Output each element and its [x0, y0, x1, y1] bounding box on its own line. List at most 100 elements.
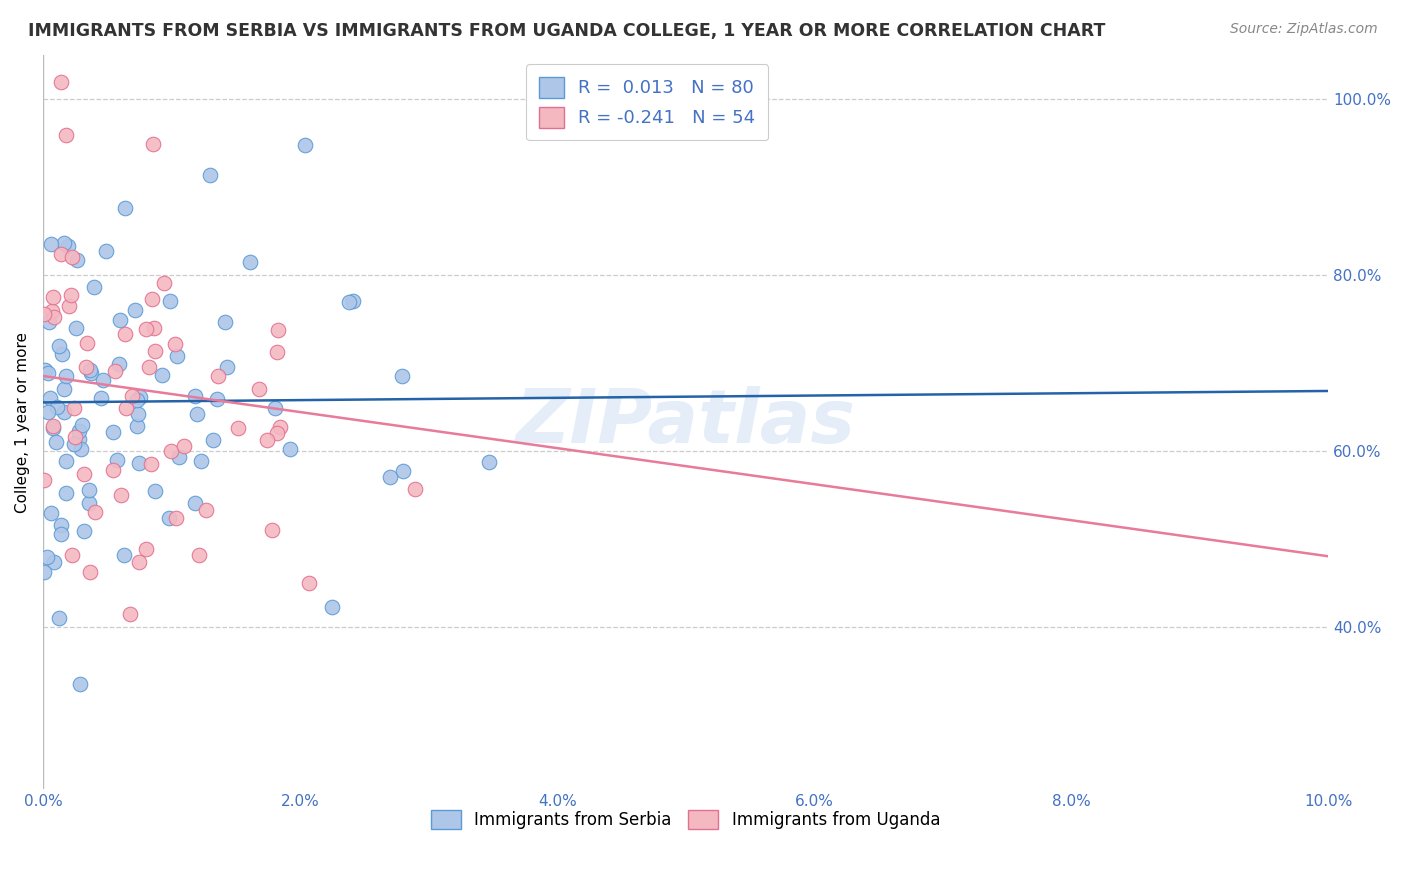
- Point: [49, 517, 72, 532]
- Point: [73, 467, 96, 481]
- Point: [167, 450, 190, 464]
- Point: [278, 442, 301, 456]
- Point: [110, 488, 132, 502]
- Point: [55, 128, 77, 142]
- Point: [157, 511, 180, 525]
- Point: [166, 349, 188, 363]
- Point: [42, 290, 65, 304]
- Point: [215, 360, 238, 375]
- Point: [37, 367, 59, 381]
- Point: [90, 391, 112, 405]
- Point: [267, 323, 290, 337]
- Point: [76, 335, 98, 350]
- Point: [77, 483, 100, 497]
- Point: [128, 555, 150, 569]
- Point: [124, 303, 146, 318]
- Point: [79, 565, 101, 579]
- Point: [65, 321, 87, 335]
- Point: [107, 453, 129, 467]
- Point: [153, 276, 176, 290]
- Point: [160, 444, 183, 458]
- Point: [107, 358, 129, 372]
- Point: [72, 524, 94, 538]
- Point: [77, 496, 100, 510]
- Point: [48, 339, 70, 353]
- Point: [34, 363, 56, 377]
- Point: [66, 252, 89, 267]
- Point: [42, 419, 65, 434]
- Point: [51, 247, 73, 261]
- Point: [142, 137, 165, 152]
- Point: [207, 369, 229, 384]
- Point: [195, 503, 218, 517]
- Point: [239, 255, 262, 269]
- Point: [150, 368, 173, 383]
- Point: [141, 293, 163, 307]
- Point: [184, 496, 207, 510]
- Point: [404, 482, 426, 496]
- Point: [69, 677, 91, 691]
- Point: [104, 364, 127, 378]
- Point: [478, 455, 501, 469]
- Point: [53, 383, 76, 397]
- Point: [129, 390, 152, 404]
- Point: [108, 313, 131, 327]
- Point: [60, 287, 83, 301]
- Point: [75, 359, 97, 374]
- Point: [49, 527, 72, 541]
- Point: [103, 425, 125, 439]
- Point: [263, 401, 285, 415]
- Point: [34, 565, 56, 579]
- Point: [121, 389, 143, 403]
- Point: [190, 453, 212, 467]
- Point: [125, 393, 148, 408]
- Point: [165, 510, 187, 524]
- Point: [256, 434, 278, 448]
- Point: [127, 408, 149, 422]
- Y-axis label: College, 1 year or more: College, 1 year or more: [15, 332, 30, 513]
- Point: [70, 417, 93, 432]
- Point: [128, 456, 150, 470]
- Point: [45, 434, 67, 449]
- Point: [138, 359, 160, 374]
- Point: [34, 473, 56, 487]
- Text: ZIPatlas: ZIPatlas: [516, 385, 856, 458]
- Point: [112, 548, 135, 562]
- Point: [63, 429, 86, 443]
- Point: [114, 201, 136, 215]
- Point: [186, 407, 208, 421]
- Point: [269, 420, 291, 434]
- Point: [143, 484, 166, 499]
- Point: [205, 392, 228, 406]
- Legend: Immigrants from Serbia, Immigrants from Uganda: Immigrants from Serbia, Immigrants from …: [425, 804, 946, 836]
- Point: [294, 137, 316, 152]
- Point: [51, 74, 73, 88]
- Point: [159, 293, 181, 308]
- Point: [342, 293, 364, 308]
- Point: [91, 373, 114, 387]
- Point: [321, 599, 343, 614]
- Point: [38, 315, 60, 329]
- Point: [52, 404, 75, 418]
- Point: [337, 294, 360, 309]
- Point: [214, 315, 236, 329]
- Point: [51, 347, 73, 361]
- Point: [39, 237, 62, 252]
- Point: [58, 299, 80, 313]
- Point: [60, 548, 83, 562]
- Point: [115, 401, 138, 416]
- Point: [80, 366, 103, 380]
- Point: [63, 437, 86, 451]
- Point: [39, 391, 62, 405]
- Point: [55, 369, 77, 384]
- Point: [143, 343, 166, 358]
- Point: [37, 405, 59, 419]
- Point: [83, 505, 105, 519]
- Text: Source: ZipAtlas.com: Source: ZipAtlas.com: [1230, 22, 1378, 37]
- Point: [226, 421, 249, 435]
- Point: [135, 322, 157, 336]
- Point: [260, 524, 283, 538]
- Point: [163, 336, 186, 351]
- Point: [55, 486, 77, 500]
- Point: [35, 550, 58, 565]
